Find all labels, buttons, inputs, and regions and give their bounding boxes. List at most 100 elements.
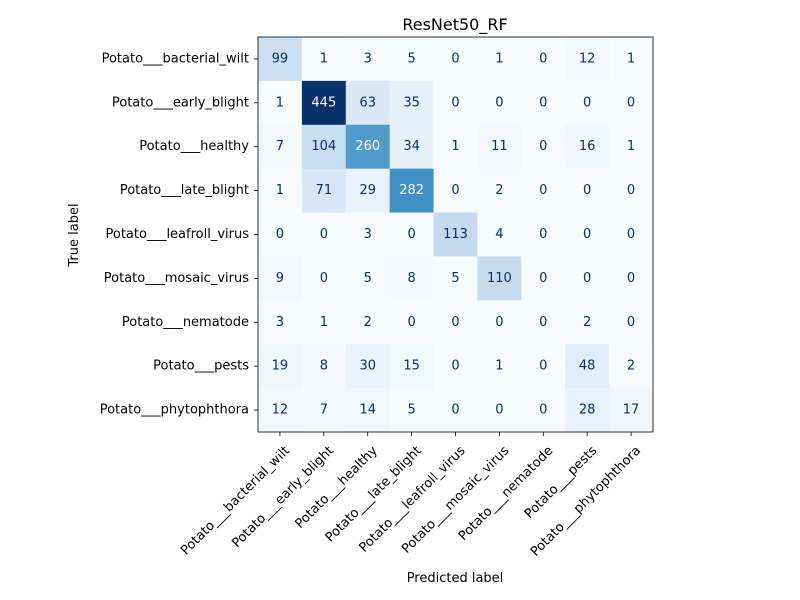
heatmap-cell bbox=[477, 124, 522, 170]
heatmap-cell bbox=[609, 37, 654, 82]
heatmap-cell bbox=[433, 168, 478, 214]
cell-value-label: 0 bbox=[539, 95, 547, 110]
heatmap-cell bbox=[301, 80, 347, 126]
cell-value-label: 28 bbox=[579, 403, 596, 418]
heatmap-cell bbox=[345, 256, 391, 301]
cell-value-label: 1 bbox=[320, 51, 328, 66]
cell-value-label: 7 bbox=[320, 403, 328, 418]
cell-value-label: 12 bbox=[272, 403, 289, 418]
cell-value-label: 3 bbox=[276, 315, 284, 330]
cell-value-label: 260 bbox=[355, 139, 380, 154]
heatmap-cell bbox=[345, 124, 391, 170]
heatmap-cell bbox=[389, 388, 435, 433]
heatmap-cell bbox=[345, 37, 391, 82]
heatmap-cell bbox=[389, 212, 435, 257]
cell-value-label: 0 bbox=[627, 95, 635, 110]
heatmap-cell bbox=[389, 124, 435, 170]
cell-value-label: 0 bbox=[407, 227, 415, 242]
cell-value-label: 0 bbox=[451, 403, 459, 418]
cell-value-label: 0 bbox=[539, 315, 547, 330]
cell-value-label: 0 bbox=[627, 271, 635, 286]
heatmap-cell bbox=[301, 212, 347, 257]
cell-value-label: 0 bbox=[495, 315, 503, 330]
cell-value-label: 1 bbox=[320, 315, 328, 330]
heatmap-cell bbox=[609, 256, 654, 301]
cell-value-label: 19 bbox=[272, 359, 289, 374]
cell-value-label: 15 bbox=[403, 359, 420, 374]
cell-value-label: 1 bbox=[451, 139, 459, 154]
heatmap-cell bbox=[433, 212, 478, 257]
heatmap-cell bbox=[389, 168, 435, 214]
heatmap-cell bbox=[258, 168, 303, 214]
cell-value-label: 8 bbox=[320, 359, 328, 374]
cell-value-label: 0 bbox=[539, 403, 547, 418]
y-tick-label: Potato___late_blight bbox=[120, 183, 249, 198]
heatmap-cell bbox=[433, 80, 478, 126]
heatmap-cell bbox=[258, 256, 303, 301]
cell-value-labels: 99 1 3 5 0 1 0 12 11 445 63 35 0 0 0 0 07 104 260 34 1 11 0 16 1… bbox=[272, 51, 640, 417]
cell-value-label: 0 bbox=[539, 271, 547, 286]
heatmap-cell bbox=[609, 80, 654, 126]
heatmap-cell bbox=[301, 256, 347, 301]
heatmap-cell bbox=[477, 37, 522, 82]
heatmap-cell bbox=[565, 124, 610, 170]
heatmap-cell bbox=[433, 388, 478, 433]
cell-value-label: 0 bbox=[539, 51, 547, 66]
cell-value-label: 0 bbox=[320, 271, 328, 286]
cell-value-label: 2 bbox=[627, 359, 635, 374]
cell-value-label: 0 bbox=[539, 227, 547, 242]
heatmap-cell bbox=[477, 344, 522, 389]
heatmap-cell bbox=[433, 37, 478, 82]
heatmap-cell bbox=[389, 256, 435, 301]
heatmap-cell bbox=[301, 344, 347, 389]
cell-value-label: 0 bbox=[451, 359, 459, 374]
heatmap-cell bbox=[565, 212, 610, 257]
y-axis-label: True label bbox=[67, 203, 82, 267]
cell-value-label: 282 bbox=[399, 183, 424, 198]
cell-value-label: 104 bbox=[311, 139, 336, 154]
y-tick-label: Potato___phytophthora bbox=[100, 403, 249, 418]
cell-value-label: 14 bbox=[359, 403, 376, 418]
heatmap-cell bbox=[258, 80, 303, 126]
cell-value-label: 0 bbox=[451, 51, 459, 66]
cell-value-label: 0 bbox=[583, 271, 591, 286]
cell-value-label: 2 bbox=[495, 183, 503, 198]
heatmap-cell bbox=[609, 344, 654, 389]
heatmap-cell bbox=[609, 388, 654, 433]
cell-value-label: 0 bbox=[276, 227, 284, 242]
heatmap-cell bbox=[433, 256, 478, 301]
heatmap-cell bbox=[565, 388, 610, 433]
cell-value-label: 7 bbox=[276, 139, 284, 154]
heatmap-cell bbox=[258, 212, 303, 257]
cell-value-label: 29 bbox=[359, 183, 376, 198]
cell-value-label: 0 bbox=[627, 315, 635, 330]
cell-value-label: 1 bbox=[627, 51, 635, 66]
y-tick-label: Potato___pests bbox=[153, 359, 249, 374]
cell-value-label: 445 bbox=[311, 95, 336, 110]
cell-value-label: 0 bbox=[495, 95, 503, 110]
heatmap-cell bbox=[301, 168, 347, 214]
heatmap-cell bbox=[521, 124, 566, 170]
cell-value-label: 9 bbox=[276, 271, 284, 286]
heatmap-cell bbox=[389, 344, 435, 389]
heatmap-cell bbox=[521, 212, 566, 257]
heatmap-cell bbox=[477, 300, 522, 345]
heatmap-cell bbox=[345, 168, 391, 214]
cell-value-label: 48 bbox=[579, 359, 596, 374]
heatmap-cell bbox=[301, 124, 347, 170]
y-tick-label: Potato___mosaic_virus bbox=[104, 271, 249, 286]
cell-value-label: 0 bbox=[407, 315, 415, 330]
heatmap-cell bbox=[433, 300, 478, 345]
cell-value-label: 0 bbox=[583, 183, 591, 198]
heatmap-cell bbox=[301, 37, 347, 82]
x-axis-ticks: Potato___bacterial_wiltPotato___early_bl… bbox=[178, 432, 644, 560]
x-tick-label: Potato___healthy bbox=[293, 443, 381, 531]
cell-value-label: 12 bbox=[579, 51, 596, 66]
heatmap-cell bbox=[345, 344, 391, 389]
cell-value-label: 0 bbox=[539, 183, 547, 198]
y-tick-label: Potato___leafroll_virus bbox=[106, 227, 250, 242]
heatmap-cell bbox=[389, 37, 435, 82]
heatmap-cell bbox=[477, 212, 522, 257]
heatmap-cell bbox=[345, 300, 391, 345]
cell-value-label: 0 bbox=[583, 95, 591, 110]
